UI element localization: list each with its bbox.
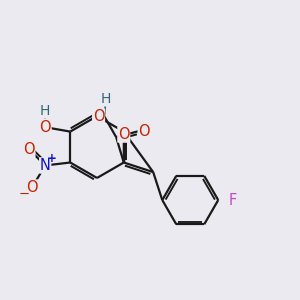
Text: +: + <box>47 152 57 166</box>
Text: H: H <box>101 92 111 106</box>
Text: H: H <box>40 104 50 118</box>
Text: −: − <box>18 188 29 200</box>
Text: O: O <box>138 124 150 139</box>
Text: F: F <box>229 193 237 208</box>
Text: O: O <box>39 120 51 135</box>
Text: O: O <box>93 109 104 124</box>
Text: O: O <box>26 180 38 195</box>
Text: O: O <box>118 127 130 142</box>
Text: O: O <box>23 142 35 157</box>
Text: N: N <box>40 158 51 173</box>
